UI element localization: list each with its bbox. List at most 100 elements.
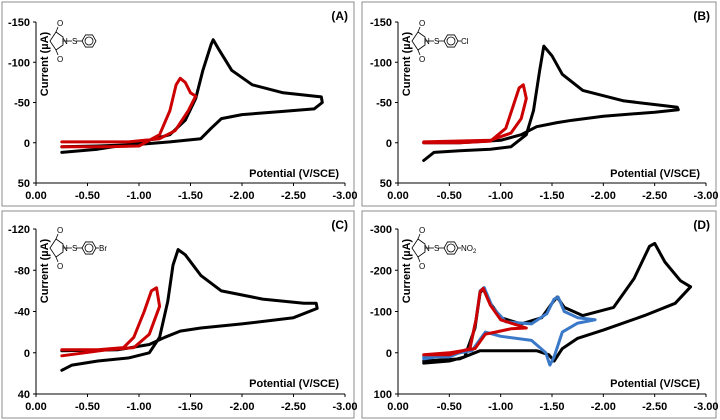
chart-panel-3: -120 -80 -40 0 400.00 -0.50 -1.00 -1.50 -2.00 -2.… <box>1 210 358 419</box>
y-tick-label: -200 <box>370 265 392 277</box>
y-tick-label: 40 <box>18 389 30 401</box>
y-axis-label: Current (µA) <box>401 31 413 96</box>
substituent-subscript: 2 <box>473 249 477 255</box>
structure-drawing: O ON S <box>49 19 97 64</box>
y-tick-label: -100 <box>8 57 30 69</box>
x-tick-label: -0.50 <box>75 190 100 202</box>
x-axis-label: Potential (V/SCE) <box>249 378 339 390</box>
x-tick-label: -0.50 <box>75 401 100 413</box>
panel-label: (B) <box>693 9 710 23</box>
carbonyl-bond <box>417 256 421 263</box>
x-tick-label: -2.00 <box>591 401 616 413</box>
aromatic-circle <box>446 243 456 253</box>
y-axis-label: Current (µA) <box>39 238 51 303</box>
series-line-1 <box>60 248 319 372</box>
y-axis-label: Current (µA) <box>39 31 51 96</box>
x-tick-label: 0.00 <box>25 190 46 202</box>
structure-drawing: O ON S NO2 <box>411 226 477 271</box>
x-tick-label: -1.50 <box>539 190 564 202</box>
x-tick-label: -2.50 <box>281 190 306 202</box>
atom-o: O <box>419 262 425 271</box>
x-tick-label: -2.00 <box>229 190 254 202</box>
x-tick-label: -1.50 <box>178 401 203 413</box>
x-axis-label: Potential (V/SCE) <box>610 378 700 390</box>
x-tick-label: -2.00 <box>229 401 254 413</box>
atom-n: N <box>62 37 68 46</box>
y-tick-label: -80 <box>14 265 30 277</box>
series-line-3 <box>422 286 528 357</box>
benzene-ring <box>81 241 97 255</box>
x-tick-label: -1.50 <box>178 190 203 202</box>
carbonyl-bond <box>417 26 421 33</box>
atom-o: O <box>419 226 425 235</box>
carbonyl-bond <box>417 233 421 240</box>
x-tick-label: -2.00 <box>591 190 616 202</box>
x-tick-label: -3.00 <box>332 190 357 202</box>
atom-o: O <box>419 19 425 28</box>
y-tick-label: -300 <box>370 224 392 236</box>
panel-label: (D) <box>693 218 710 232</box>
series-line-2 <box>60 286 162 358</box>
atom-o: O <box>57 55 63 64</box>
panel-frame <box>1 1 355 207</box>
atom-s: S <box>72 244 77 253</box>
x-tick-label: -1.00 <box>488 401 513 413</box>
y-axis-label: Current (µA) <box>401 238 413 303</box>
y-tick-label: -150 <box>8 17 30 29</box>
y-tick-label: 50 <box>380 178 392 190</box>
y-tick-label: -100 <box>370 57 392 69</box>
series-line-1 <box>60 38 324 154</box>
y-tick-label: -120 <box>8 224 30 236</box>
atom-o: O <box>57 226 63 235</box>
y-tick-label: 0 <box>24 348 30 360</box>
carbonyl-bond <box>55 49 59 56</box>
benzene-ring <box>443 34 459 48</box>
chart-panel-2: -150 -100 -50 0 500.00 -0.50 -1.00 -1.50 -2.00 -2… <box>361 1 719 207</box>
x-tick-label: -1.00 <box>126 401 151 413</box>
succinimide-ring <box>411 31 426 51</box>
x-tick-label: -1.00 <box>488 190 513 202</box>
y-tick-label: -150 <box>370 17 392 29</box>
x-tick-label: -2.50 <box>642 401 667 413</box>
y-tick-label: 0 <box>386 138 392 150</box>
atom-s: S <box>72 37 77 46</box>
series-line-2 <box>60 76 198 149</box>
y-tick-label: 0 <box>386 348 392 360</box>
x-axis-label: Potential (V/SCE) <box>249 168 339 180</box>
x-axis-label: Potential (V/SCE) <box>610 168 700 180</box>
panel-frame <box>1 210 355 419</box>
carbonyl-bond <box>55 233 59 240</box>
substituent-label: NO2 <box>461 244 477 255</box>
atom-o: O <box>57 262 63 271</box>
y-tick-label: 0 <box>24 138 30 150</box>
y-tick-label: -50 <box>14 98 30 110</box>
atom-o: O <box>419 55 425 64</box>
panel-label: (C) <box>331 218 348 232</box>
x-tick-label: 0.00 <box>25 401 46 413</box>
carbonyl-bond <box>55 26 59 33</box>
structure-drawing: O ON S Cl <box>411 19 469 64</box>
x-tick-label: -1.00 <box>126 190 151 202</box>
succinimide-ring <box>411 238 426 258</box>
x-tick-label: -2.50 <box>642 190 667 202</box>
x-tick-label: -3.00 <box>332 401 357 413</box>
succinimide-ring <box>49 31 64 51</box>
y-tick-label: -50 <box>376 98 392 110</box>
structure-drawing: O ON S Br <box>49 226 107 271</box>
series-line-1 <box>422 44 680 162</box>
aromatic-circle <box>84 36 94 46</box>
x-tick-label: -3.00 <box>693 190 718 202</box>
x-tick-label: -1.50 <box>539 401 564 413</box>
x-tick-label: -0.50 <box>437 190 462 202</box>
atom-o: O <box>57 19 63 28</box>
benzene-ring <box>81 34 97 48</box>
carbonyl-bond <box>417 49 421 56</box>
atom-s: S <box>434 244 439 253</box>
panel-label: (A) <box>331 9 348 23</box>
y-tick-label: 100 <box>374 389 392 401</box>
y-tick-label: 50 <box>18 178 30 190</box>
atom-n: N <box>424 37 430 46</box>
x-tick-label: -3.00 <box>693 401 718 413</box>
x-tick-label: -2.50 <box>281 401 306 413</box>
